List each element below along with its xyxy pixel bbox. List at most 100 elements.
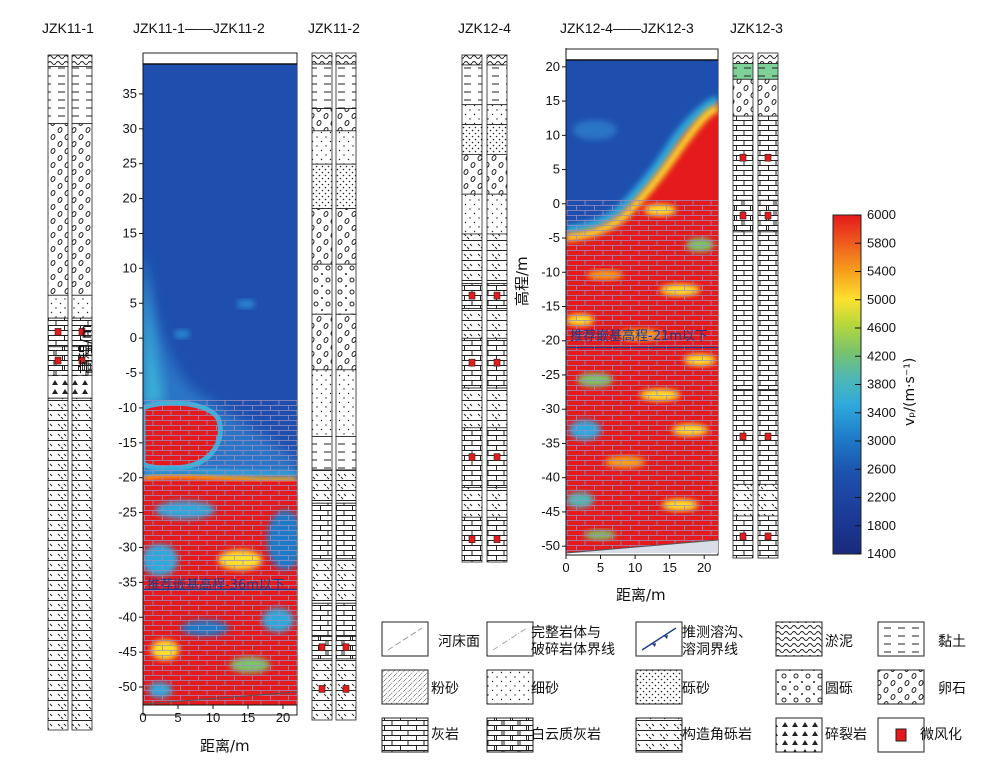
colorbar-tick-label: 3400 — [867, 405, 896, 420]
y-tick-label: -45 — [118, 644, 137, 659]
colorbar-tick-label: 6000 — [867, 207, 896, 222]
x-tick-label: 20 — [697, 560, 711, 575]
borehole-layer — [461, 487, 483, 518]
borehole-layer — [486, 233, 508, 285]
slight-weathering-marker — [54, 356, 62, 365]
y-tick-label: -15 — [541, 299, 560, 314]
y-tick-label: -35 — [118, 574, 137, 589]
y-tick-label: 20 — [123, 191, 137, 206]
legend-swatch — [486, 717, 534, 753]
colorbar-tick-label: 5400 — [867, 264, 896, 279]
slight-weathering-marker — [764, 532, 772, 541]
legend-swatch — [877, 717, 925, 753]
y-tick-label: 5 — [130, 295, 137, 310]
borehole-layer — [461, 54, 483, 66]
y-tick-label: 10 — [546, 127, 560, 142]
colorbar-tick-label: 3800 — [867, 377, 896, 392]
borehole-layer — [335, 63, 357, 109]
y-tick-label: 20 — [546, 59, 560, 74]
legend-marker — [895, 728, 907, 742]
colorbar-tick-label: 3000 — [867, 433, 896, 448]
legend-label-1: 完整岩体与 破碎岩体界线 — [531, 625, 615, 658]
borehole-layer — [311, 208, 333, 265]
y-tick-label: -15 — [118, 435, 137, 450]
borehole-layer — [311, 63, 333, 109]
y-tick-label: 25 — [123, 156, 137, 171]
y-tick-label: 35 — [123, 86, 137, 101]
recommend-elevation-label-2: 推荐嵌基高程-21m以下 — [570, 329, 708, 344]
slight-weathering-marker — [739, 432, 747, 441]
slight-weathering-marker — [342, 685, 350, 693]
borehole-layer — [47, 123, 69, 296]
legend-swatch — [381, 717, 429, 753]
slight-weathering-marker — [318, 685, 326, 693]
legend-label-8: 圆砾 — [825, 681, 853, 697]
y-axis-label-1: 高程/m — [77, 324, 95, 374]
legend-label-10: 灰岩 — [431, 727, 459, 743]
legend-swatch — [381, 669, 429, 705]
borehole-layer — [311, 436, 333, 471]
borehole-layer — [311, 108, 333, 132]
legend-swatch — [486, 621, 534, 657]
y-tick-label: -30 — [118, 539, 137, 554]
borehole-layer — [486, 487, 508, 518]
slight-weathering-marker — [78, 356, 86, 365]
borehole-layer — [461, 104, 483, 125]
borehole-layer — [71, 54, 93, 67]
borehole-layer — [486, 387, 508, 429]
legend-swatch — [775, 669, 823, 705]
borehole-layer — [311, 52, 333, 65]
legend-label-11: 白云质灰岩 — [531, 727, 601, 743]
y-tick-label: -40 — [541, 470, 560, 485]
slight-weathering-marker — [739, 153, 747, 162]
borehole-layer — [335, 369, 357, 437]
legend-label-4: 黏土 — [938, 634, 966, 650]
x-tick-label: 5 — [597, 560, 604, 575]
y-tick-label: 15 — [123, 225, 137, 240]
borehole-layer — [71, 294, 93, 319]
x-tick-label: 15 — [241, 710, 255, 725]
borehole-layer — [732, 63, 754, 80]
borehole-layer — [461, 308, 483, 339]
borehole-layer — [335, 163, 357, 210]
legend-label-7: 砾砂 — [682, 681, 710, 697]
slight-weathering-marker — [739, 532, 747, 541]
borehole-layer — [71, 66, 93, 125]
x-tick-label: 0 — [562, 560, 569, 575]
colorbar-tick-label: 1800 — [867, 518, 896, 533]
section-plot-1 — [142, 52, 298, 716]
legend-label-6: 细砂 — [531, 681, 559, 697]
colorbar-tick-label: 5000 — [867, 292, 896, 307]
borehole-layer — [311, 263, 333, 315]
borehole-layer — [757, 52, 779, 64]
borehole-columns — [47, 52, 779, 731]
borehole-layer — [335, 502, 357, 560]
legend-label-9: 卵石 — [938, 681, 966, 697]
borehole-layer — [486, 308, 508, 339]
legend-marker — [652, 635, 668, 647]
y-tick-label: -35 — [541, 435, 560, 450]
y-tick-label: -10 — [541, 264, 560, 279]
borehole-layer — [461, 64, 483, 106]
y-tick-label: 10 — [123, 260, 137, 275]
slight-weathering-marker — [493, 291, 501, 300]
y-tick-label: -10 — [118, 400, 137, 415]
slight-weathering-marker — [342, 643, 350, 652]
colorbar-tick-label: 2600 — [867, 461, 896, 476]
section-title-2: JZK12-4——JZK12-3 — [560, 20, 694, 36]
borehole-title-jzk11-1: JZK11-1 — [42, 20, 94, 36]
borehole-layer — [71, 123, 93, 296]
y-tick-label: 0 — [553, 196, 560, 211]
section-title-1: JZK11-1——JZK11-2 — [133, 20, 265, 36]
borehole-layer — [311, 558, 333, 604]
borehole-layer — [757, 483, 779, 517]
borehole-layer — [47, 374, 69, 399]
borehole-layer — [732, 483, 754, 517]
borehole-layer — [461, 124, 483, 155]
slight-weathering-marker — [468, 358, 476, 367]
y-tick-label: -40 — [118, 609, 137, 624]
legend-line — [387, 627, 423, 651]
borehole-layer — [335, 558, 357, 604]
slight-weathering-marker — [78, 328, 86, 336]
x-tick-label: 0 — [139, 710, 146, 725]
